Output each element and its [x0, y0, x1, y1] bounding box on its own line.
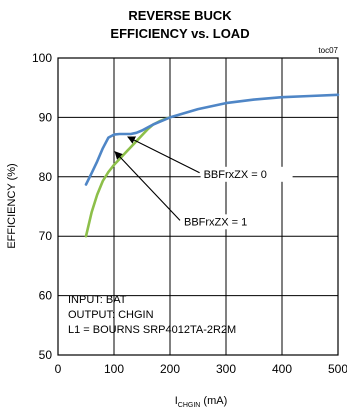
y-tick-label: 100	[32, 51, 52, 65]
y-tick-label: 90	[39, 110, 53, 124]
figure-code: toc07	[318, 46, 338, 55]
y-tick-label: 50	[39, 348, 53, 362]
x-axis-label-sub: CHGIN	[178, 402, 201, 409]
y-tick-label: 80	[39, 170, 53, 184]
annotation-label-background	[200, 166, 293, 182]
y-tick-label: 70	[39, 229, 53, 243]
annotation-arrow-2	[114, 151, 181, 221]
x-tick-label: 200	[160, 362, 180, 376]
series-layer	[84, 93, 340, 238]
tick-labels: 0 100 200 300 400 500 100 90 80 70 60 50	[32, 51, 347, 376]
plot-frame	[57, 57, 339, 356]
y-axis-label: EFFICIENCY (%)	[6, 163, 18, 248]
x-axis-label-unit: (mA)	[200, 395, 227, 407]
chart-title-line1: REVERSE BUCK	[128, 8, 232, 23]
series-line-2	[84, 93, 340, 186]
x-tick-label: 400	[272, 362, 292, 376]
annotation-label-background	[181, 214, 273, 230]
annotation-layer: BBFrxZX = 0 BBFrxZX = 1	[114, 136, 293, 230]
notes-line-1: INPUT: BAT	[68, 294, 127, 306]
chart-title-line2: EFFICIENCY vs. LOAD	[110, 26, 249, 41]
annotation-label-1: BBFrxZX = 0	[204, 169, 267, 181]
x-axis-label: ICHGIN (mA)	[175, 395, 228, 409]
notes-line-2: OUTPUT: CHGIN	[68, 309, 154, 321]
x-tick-label: 0	[55, 362, 62, 376]
x-tick-label: 300	[216, 362, 236, 376]
annotation-label-2: BBFrxZX = 1	[184, 216, 247, 228]
notes-line-3: L1 = BOURNS SRP4012TA-2R2M	[68, 324, 236, 336]
x-axis-label-main: I	[175, 395, 178, 407]
annotation-arrow-1	[127, 136, 200, 174]
y-tick-label: 60	[39, 289, 53, 303]
x-tick-label: 100	[104, 362, 124, 376]
x-tick-label: 500	[328, 362, 347, 376]
plot-border	[57, 57, 339, 356]
